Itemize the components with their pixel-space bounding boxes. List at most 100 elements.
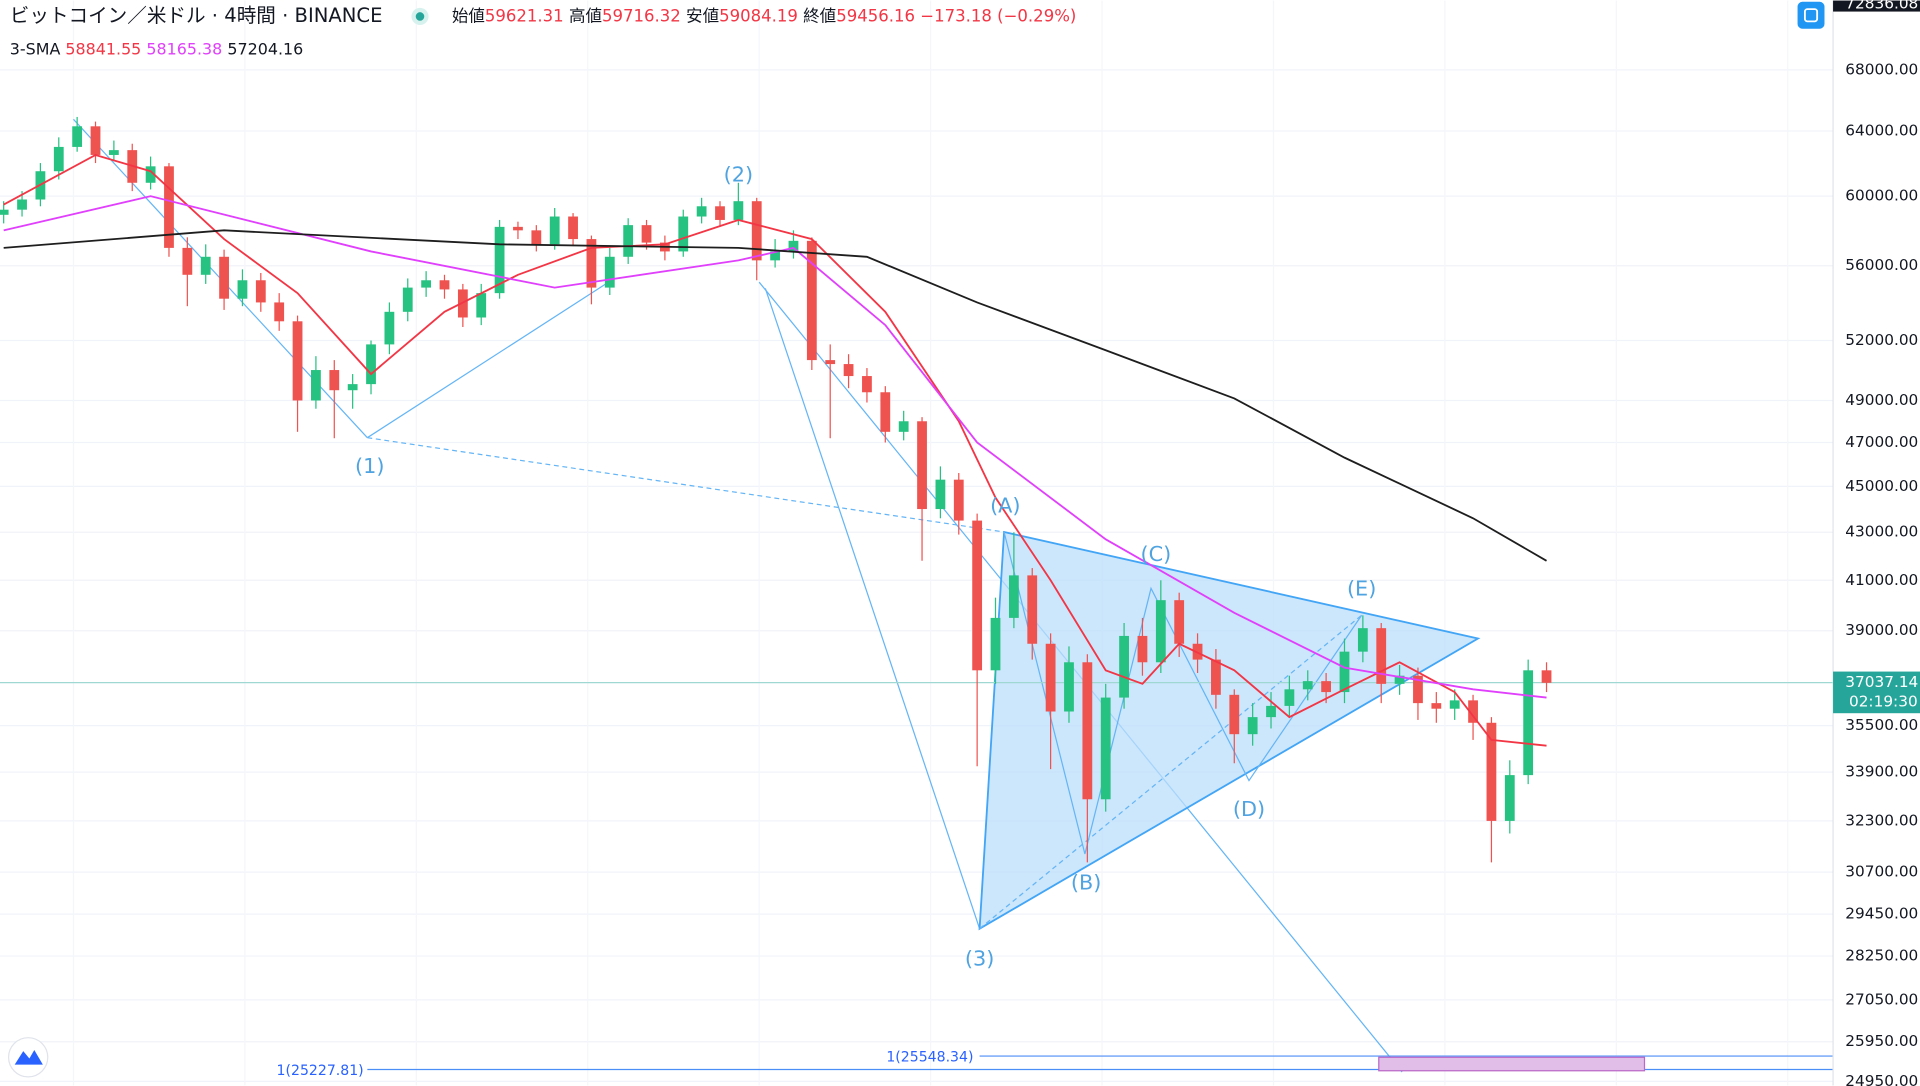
candle-body [696, 206, 707, 217]
y-tick-label: 39000.00 [1845, 621, 1918, 639]
candle-body [1137, 635, 1148, 663]
candle-body [1174, 600, 1185, 644]
fib-label: 1(25227.81) [277, 1063, 364, 1079]
candle-body [1045, 643, 1056, 712]
candle-body [715, 206, 725, 220]
wave-label: (3) [965, 946, 994, 970]
candle-body [145, 166, 156, 183]
candle-body [917, 421, 927, 510]
top-price-box [1833, 0, 1920, 12]
candle-body [1394, 675, 1405, 684]
candle-body [806, 240, 817, 361]
candle-body [1082, 662, 1093, 800]
logo[interactable] [7, 1037, 49, 1078]
candle-body [513, 226, 523, 231]
candle-body [1229, 694, 1240, 735]
candle-body [623, 225, 634, 257]
drawings [0, 118, 1834, 1073]
y-tick-label: 30700.00 [1845, 863, 1918, 881]
candle-body [1119, 635, 1129, 698]
indicator-name: 3-SMA [10, 39, 61, 58]
wave-label: (2) [724, 163, 753, 187]
candle-body [568, 216, 578, 240]
wave-line [979, 614, 1363, 930]
candle-body [1541, 670, 1552, 683]
indicator-value: 58165.38 [146, 39, 222, 58]
candle-body [972, 520, 983, 671]
candle-body [366, 344, 376, 385]
y-tick-label: 52000.00 [1845, 331, 1918, 349]
candle-body [0, 209, 9, 215]
wave-label: (D) [1233, 797, 1265, 821]
y-tick-label: 68000.00 [1845, 60, 1918, 78]
settings-button[interactable] [1797, 1, 1825, 29]
candle-body [1064, 662, 1074, 712]
price-axis: 72836.08 37037.14 02:19:30 68000.00 64000… [1832, 0, 1920, 1086]
candle-body [1211, 659, 1221, 695]
indicator-value: 57204.16 [227, 39, 303, 58]
y-tick-label: 60000.00 [1845, 187, 1918, 205]
candle-body [237, 280, 248, 299]
candle-body [935, 479, 946, 510]
candle-body [1155, 600, 1166, 663]
legend-header: ビットコイン／米ドル · 4時間 · BINANCE 始値59621.31 高値… [10, 1, 1825, 58]
countdown: 02:19:30 [1849, 693, 1918, 711]
change: −173.18 (−0.29%) [920, 6, 1076, 25]
candle-body [274, 302, 285, 322]
candle-body [72, 126, 83, 147]
candle-body [1008, 575, 1019, 618]
candle-body [531, 230, 542, 245]
zone [1378, 1056, 1646, 1072]
candle-body [641, 225, 652, 243]
candle-body [329, 370, 340, 391]
candle-body [1247, 717, 1258, 735]
ma-line [3, 153, 1547, 747]
y-tick-label: 35500.00 [1845, 716, 1918, 734]
candle-body [255, 280, 266, 303]
candle-body [1284, 689, 1295, 706]
candles [0, 116, 1552, 863]
candle-body [843, 364, 854, 377]
grid [0, 0, 1834, 1086]
candle-body [898, 421, 909, 432]
candle-body [402, 287, 413, 312]
y-tick-label: 33900.00 [1845, 763, 1918, 781]
candle-body [384, 311, 395, 345]
wave-labels: (1) (2) (3) (A) (B) (C) (D) (E) 1(25227.… [277, 163, 1377, 1079]
candle-body [1376, 628, 1387, 684]
fib-label: 1(25548.34) [886, 1049, 973, 1065]
candle-body [1339, 651, 1350, 693]
ohlc-label: 終値 [803, 6, 836, 25]
wave-line [764, 288, 981, 929]
candle-body [219, 256, 229, 299]
candle-body [549, 216, 560, 245]
ohlc-value: 59084.19 [719, 6, 798, 25]
ohlc-value: 59621.31 [485, 6, 564, 25]
wave-line [1003, 531, 1363, 855]
wave-line [367, 437, 1005, 533]
candle-body [439, 280, 450, 290]
candle-body [1468, 700, 1478, 723]
candle-body [751, 201, 762, 261]
candle-body [1100, 697, 1111, 800]
y-tick-label: 32300.00 [1845, 811, 1918, 829]
candle-body [862, 376, 872, 393]
candle-body [990, 617, 1001, 671]
candle-body [1266, 705, 1276, 718]
candle-body [788, 240, 799, 252]
y-tick-label: 27050.00 [1845, 990, 1918, 1008]
indicator-value: 58841.55 [65, 39, 141, 58]
symbol: ビットコイン／米ドル · 4時間 · BINANCE [10, 4, 383, 27]
candle-body [1431, 703, 1442, 709]
y-tick-label: 47000.00 [1845, 433, 1918, 451]
candle-body [17, 199, 27, 210]
y-tick-label: 28250.00 [1845, 947, 1918, 965]
candle-body [1486, 722, 1497, 821]
ohlc: 始値59621.31 高値59716.32 安値59084.19 終値59456… [452, 6, 1077, 25]
y-tick-label: 49000.00 [1845, 391, 1918, 409]
y-tick-label: 29450.00 [1845, 905, 1918, 923]
candle-body [90, 126, 101, 155]
status-dot [415, 12, 425, 21]
candle-body [1504, 775, 1515, 821]
